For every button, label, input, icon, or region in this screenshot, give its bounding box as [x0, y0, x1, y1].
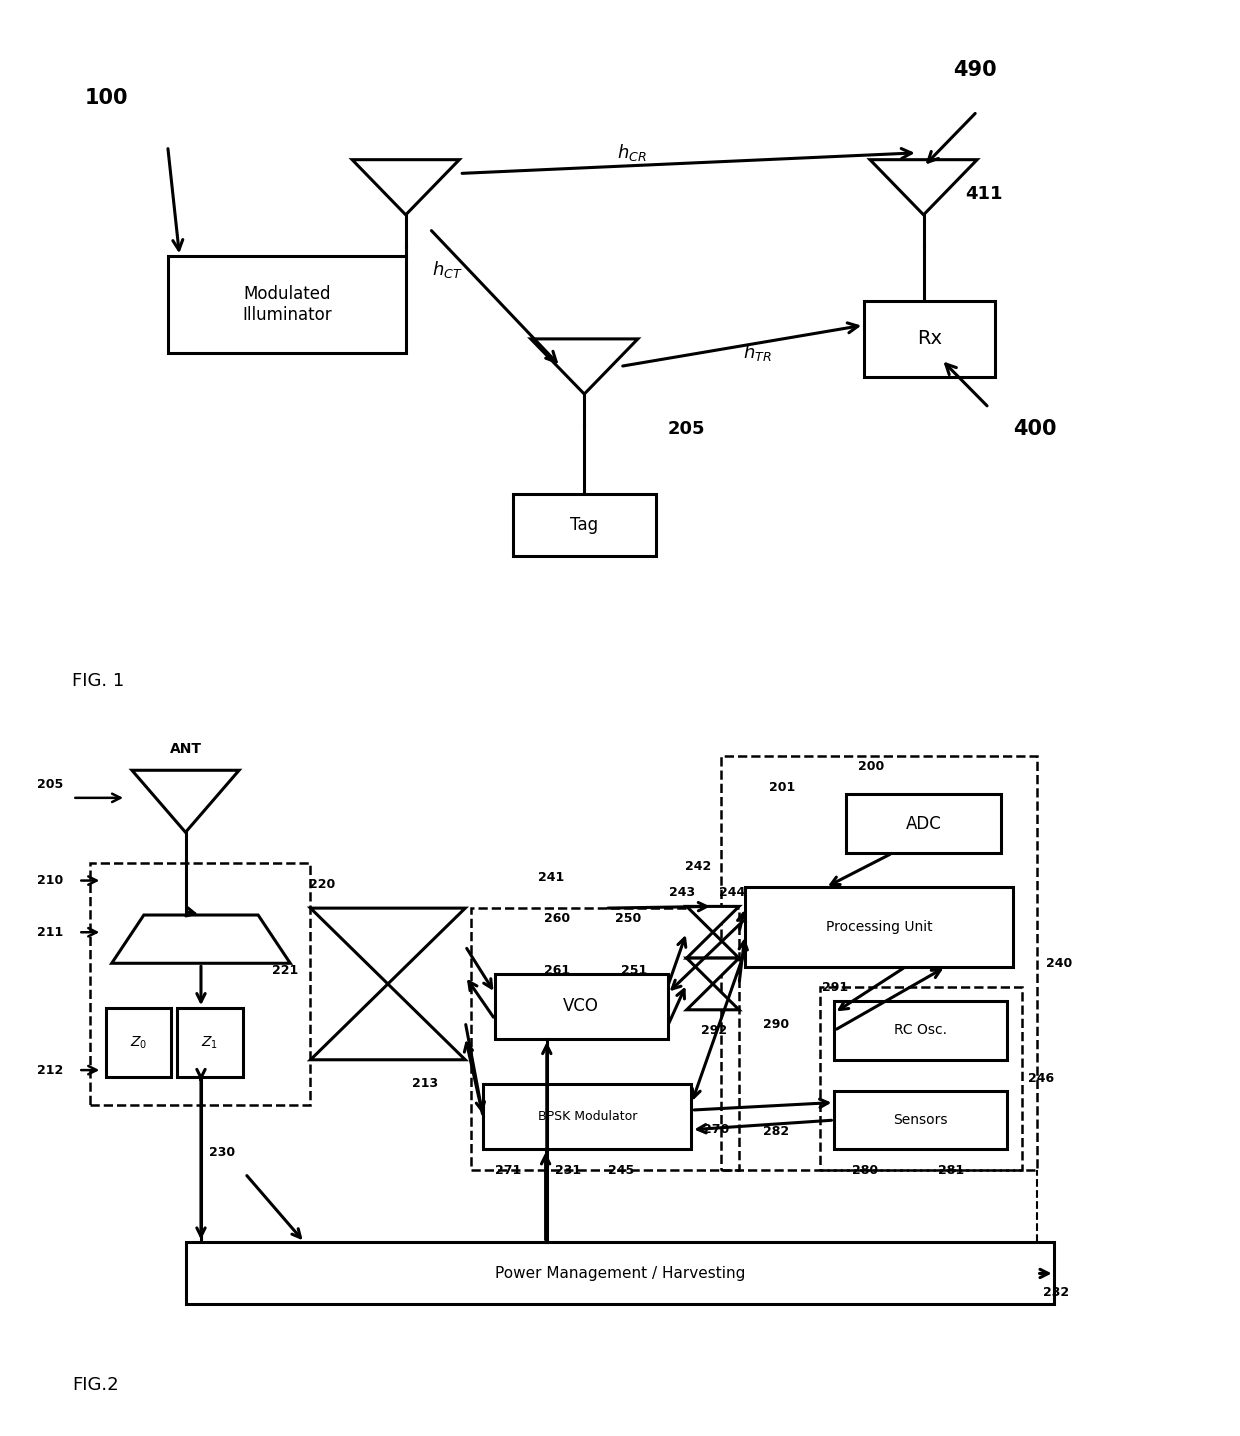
Text: 290: 290 [763, 1018, 789, 1031]
Text: Rx: Rx [918, 329, 942, 349]
Text: $h_{CT}$: $h_{CT}$ [432, 260, 463, 280]
Text: 292: 292 [701, 1024, 727, 1037]
Polygon shape [687, 958, 739, 984]
Text: $h_{CR}$: $h_{CR}$ [618, 142, 647, 164]
FancyBboxPatch shape [513, 494, 656, 556]
FancyBboxPatch shape [177, 1008, 243, 1077]
Text: RC Osc.: RC Osc. [894, 1024, 947, 1037]
Text: 213: 213 [412, 1077, 438, 1090]
FancyBboxPatch shape [167, 256, 405, 353]
Text: 246: 246 [1028, 1073, 1054, 1086]
Text: 232: 232 [1043, 1285, 1069, 1298]
Text: FIG. 1: FIG. 1 [72, 672, 125, 691]
FancyBboxPatch shape [846, 794, 1001, 853]
Text: 242: 242 [686, 860, 712, 873]
Text: 231: 231 [554, 1163, 580, 1176]
Polygon shape [112, 915, 290, 964]
Text: 271: 271 [495, 1163, 521, 1176]
Polygon shape [687, 932, 739, 958]
FancyBboxPatch shape [835, 1091, 1007, 1149]
Text: 221: 221 [273, 964, 299, 976]
Polygon shape [310, 908, 465, 984]
FancyBboxPatch shape [745, 887, 1013, 966]
Text: Tag: Tag [570, 516, 599, 534]
Text: 200: 200 [858, 760, 884, 774]
Text: 205: 205 [667, 419, 706, 438]
Text: 260: 260 [544, 912, 570, 925]
Text: VCO: VCO [563, 998, 599, 1015]
Text: ANT: ANT [170, 742, 202, 757]
Text: 240: 240 [1047, 956, 1073, 969]
Text: 241: 241 [538, 870, 564, 883]
Text: Sensors: Sensors [893, 1113, 947, 1127]
Text: BPSK Modulator: BPSK Modulator [538, 1110, 637, 1123]
Text: ADC: ADC [905, 814, 941, 833]
Text: $Z_0$: $Z_0$ [130, 1034, 148, 1051]
Text: 244: 244 [719, 886, 745, 899]
FancyBboxPatch shape [105, 1008, 171, 1077]
Text: 282: 282 [763, 1126, 789, 1139]
Text: 270: 270 [703, 1123, 729, 1136]
FancyBboxPatch shape [864, 302, 994, 376]
Text: 261: 261 [544, 964, 570, 976]
Text: 251: 251 [621, 964, 647, 976]
Polygon shape [687, 984, 739, 1010]
Text: 100: 100 [84, 88, 128, 108]
Text: 212: 212 [37, 1064, 63, 1077]
Text: 243: 243 [668, 886, 694, 899]
Text: 201: 201 [769, 781, 795, 794]
Text: 281: 281 [937, 1163, 963, 1176]
Text: 230: 230 [210, 1146, 236, 1159]
Polygon shape [687, 906, 739, 932]
FancyBboxPatch shape [835, 1001, 1007, 1060]
Text: $Z_1$: $Z_1$ [201, 1034, 218, 1051]
Text: Power Management / Harvesting: Power Management / Harvesting [495, 1267, 745, 1281]
Text: 400: 400 [1013, 418, 1056, 438]
Text: Processing Unit: Processing Unit [826, 920, 932, 933]
Text: 291: 291 [822, 981, 848, 994]
Text: $h_{TR}$: $h_{TR}$ [743, 342, 771, 363]
Text: Modulated
Illuminator: Modulated Illuminator [242, 284, 331, 325]
FancyBboxPatch shape [186, 1242, 1054, 1304]
FancyBboxPatch shape [495, 974, 667, 1040]
Text: 250: 250 [615, 912, 641, 925]
Text: 210: 210 [37, 875, 63, 887]
Text: 211: 211 [37, 926, 63, 939]
Text: 220: 220 [309, 877, 336, 890]
FancyBboxPatch shape [484, 1084, 692, 1149]
Text: FIG.2: FIG.2 [72, 1376, 119, 1394]
Text: 280: 280 [852, 1163, 878, 1176]
Text: 245: 245 [608, 1163, 635, 1176]
Text: 205: 205 [37, 777, 63, 791]
Text: 411: 411 [965, 185, 1003, 202]
Polygon shape [310, 984, 465, 1060]
Text: 490: 490 [954, 60, 997, 80]
